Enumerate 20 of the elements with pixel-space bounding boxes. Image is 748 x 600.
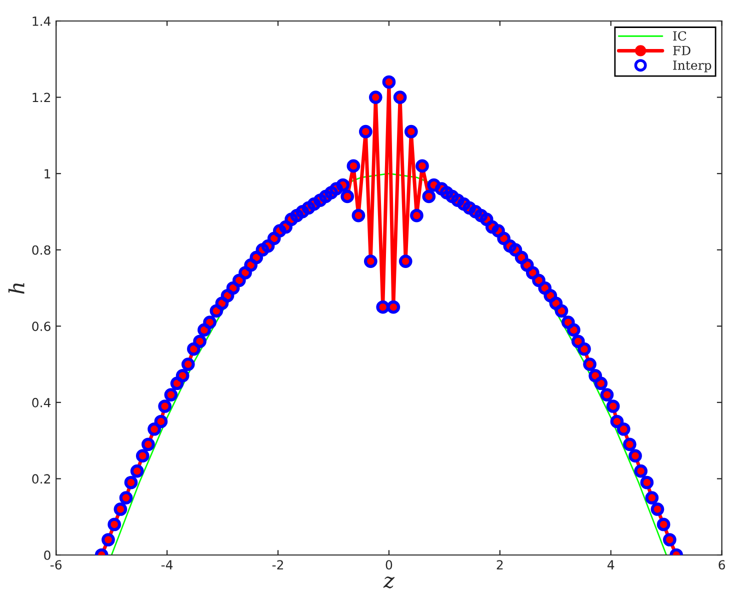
- legend-label: Interp: [673, 60, 712, 72]
- x-tick-label: -2: [272, 560, 283, 570]
- x-tick-label: 4: [608, 560, 614, 570]
- x-tick-label: -4: [161, 560, 173, 570]
- y-tick-label: 1.2: [32, 92, 50, 102]
- x-tick-label: 2: [496, 560, 503, 570]
- x-tick-label: -6: [50, 560, 62, 570]
- y-axis-title: h: [8, 283, 24, 294]
- x-tick-label: 0: [386, 560, 392, 570]
- y-tick-label: 0: [44, 550, 50, 560]
- y-tick-label: 1.4: [32, 16, 51, 26]
- y-tick-label: 0.2: [32, 474, 50, 484]
- y-tick-label: 0.6: [32, 322, 50, 332]
- x-tick-label: 6: [718, 560, 726, 570]
- y-tick-label: 1: [44, 169, 50, 178]
- legend-label: FD: [673, 46, 690, 56]
- y-tick-label: 0.4: [32, 398, 51, 408]
- y-tick-label: 0.8: [32, 245, 50, 255]
- legend-label: IC: [673, 31, 686, 41]
- x-axis-title: z: [383, 576, 395, 588]
